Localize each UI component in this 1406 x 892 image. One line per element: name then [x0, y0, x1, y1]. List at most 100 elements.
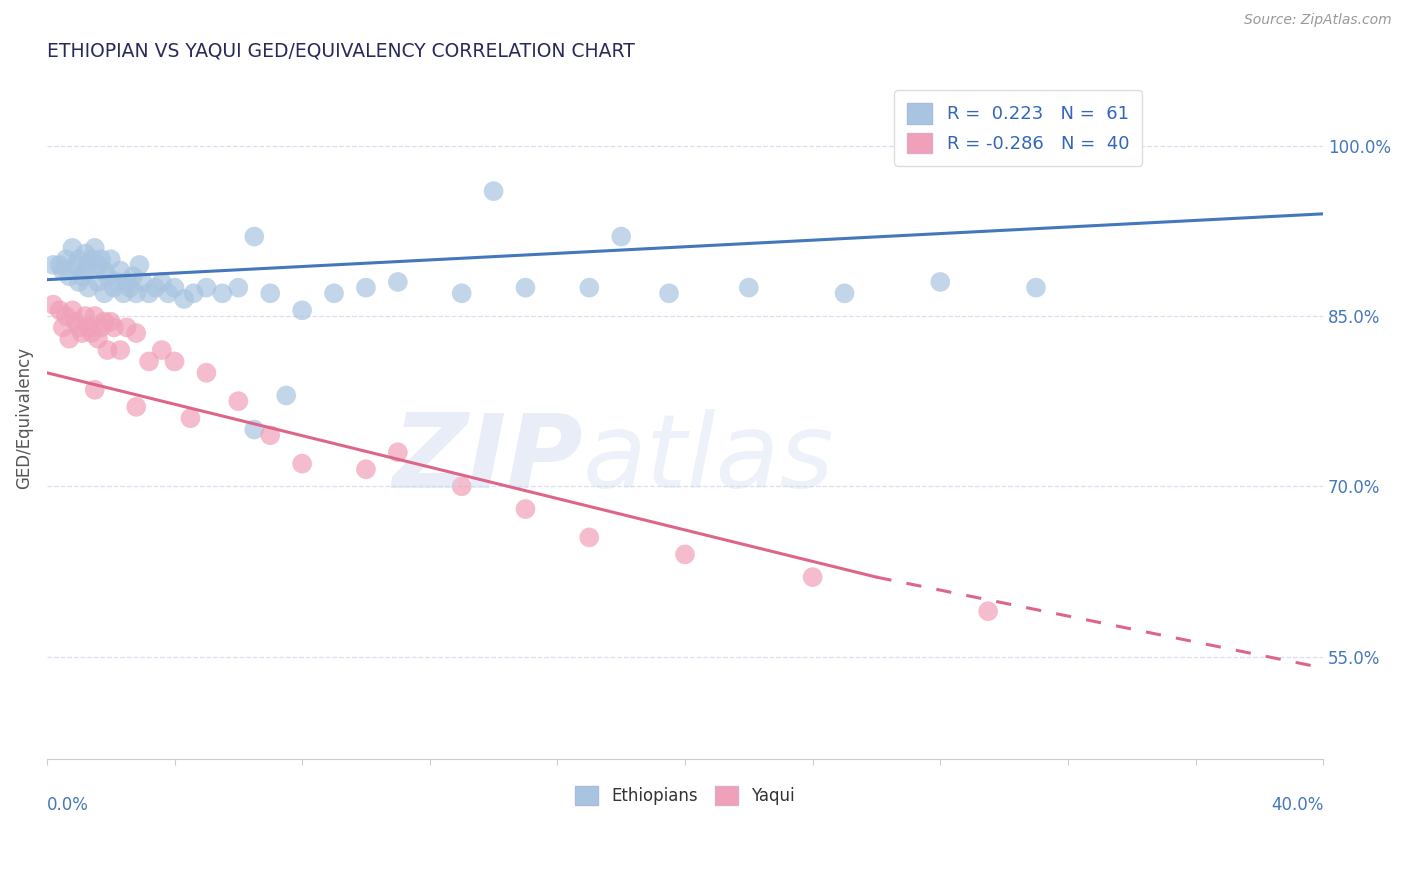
Point	[163, 280, 186, 294]
Point	[55, 252, 77, 267]
Legend: Ethiopians, Yaqui: Ethiopians, Yaqui	[568, 780, 801, 812]
Point	[801, 570, 824, 584]
Point	[157, 286, 180, 301]
Point	[62, 241, 84, 255]
Point	[673, 548, 696, 562]
Point	[195, 280, 218, 294]
Point	[90, 252, 112, 267]
Point	[93, 263, 115, 277]
Point	[118, 280, 141, 294]
Point	[578, 280, 600, 294]
Text: Source: ZipAtlas.com: Source: ZipAtlas.com	[1244, 13, 1392, 28]
Point	[131, 275, 153, 289]
Point	[276, 388, 298, 402]
Point	[110, 343, 132, 357]
Point	[578, 530, 600, 544]
Point	[387, 275, 409, 289]
Point	[929, 275, 952, 289]
Point	[80, 326, 103, 340]
Point	[738, 280, 761, 294]
Point	[75, 263, 97, 277]
Point	[259, 428, 281, 442]
Point	[1025, 280, 1047, 294]
Point	[100, 252, 122, 267]
Point	[87, 275, 110, 289]
Point	[482, 184, 505, 198]
Point	[450, 286, 472, 301]
Point	[128, 258, 150, 272]
Text: 40.0%: 40.0%	[1271, 797, 1323, 814]
Point	[42, 298, 65, 312]
Y-axis label: GED/Equivalency: GED/Equivalency	[15, 347, 32, 489]
Point	[52, 320, 75, 334]
Point	[75, 246, 97, 260]
Point	[77, 320, 100, 334]
Point	[115, 320, 138, 334]
Point	[145, 280, 167, 294]
Point	[125, 286, 148, 301]
Point	[103, 320, 125, 334]
Point	[163, 354, 186, 368]
Point	[150, 275, 173, 289]
Point	[65, 258, 87, 272]
Point	[58, 269, 80, 284]
Point	[515, 280, 537, 294]
Point	[87, 332, 110, 346]
Point	[834, 286, 856, 301]
Point	[354, 462, 377, 476]
Point	[93, 315, 115, 329]
Point	[138, 354, 160, 368]
Point	[100, 315, 122, 329]
Point	[70, 269, 93, 284]
Point	[977, 604, 1000, 618]
Point	[211, 286, 233, 301]
Point	[179, 411, 201, 425]
Point	[658, 286, 681, 301]
Point	[450, 479, 472, 493]
Point	[83, 309, 105, 323]
Text: 0.0%: 0.0%	[46, 797, 89, 814]
Point	[173, 292, 195, 306]
Point	[243, 423, 266, 437]
Point	[87, 258, 110, 272]
Point	[183, 286, 205, 301]
Point	[138, 286, 160, 301]
Point	[83, 241, 105, 255]
Point	[48, 258, 70, 272]
Point	[75, 309, 97, 323]
Point	[96, 343, 118, 357]
Point	[291, 303, 314, 318]
Point	[65, 315, 87, 329]
Point	[228, 280, 250, 294]
Point	[122, 269, 145, 284]
Point	[52, 263, 75, 277]
Point	[515, 502, 537, 516]
Point	[58, 332, 80, 346]
Point	[67, 320, 90, 334]
Point	[67, 252, 90, 267]
Point	[90, 320, 112, 334]
Text: ZIP: ZIP	[392, 409, 583, 509]
Point	[105, 275, 128, 289]
Point	[125, 326, 148, 340]
Point	[77, 258, 100, 272]
Point	[150, 343, 173, 357]
Point	[291, 457, 314, 471]
Point	[48, 303, 70, 318]
Point	[115, 275, 138, 289]
Point	[42, 258, 65, 272]
Point	[610, 229, 633, 244]
Point	[112, 286, 135, 301]
Point	[62, 303, 84, 318]
Point	[80, 252, 103, 267]
Point	[354, 280, 377, 294]
Point	[96, 269, 118, 284]
Point	[110, 263, 132, 277]
Point	[228, 394, 250, 409]
Text: atlas: atlas	[583, 409, 834, 509]
Point	[387, 445, 409, 459]
Point	[93, 286, 115, 301]
Point	[125, 400, 148, 414]
Point	[195, 366, 218, 380]
Text: ETHIOPIAN VS YAQUI GED/EQUIVALENCY CORRELATION CHART: ETHIOPIAN VS YAQUI GED/EQUIVALENCY CORRE…	[46, 42, 634, 61]
